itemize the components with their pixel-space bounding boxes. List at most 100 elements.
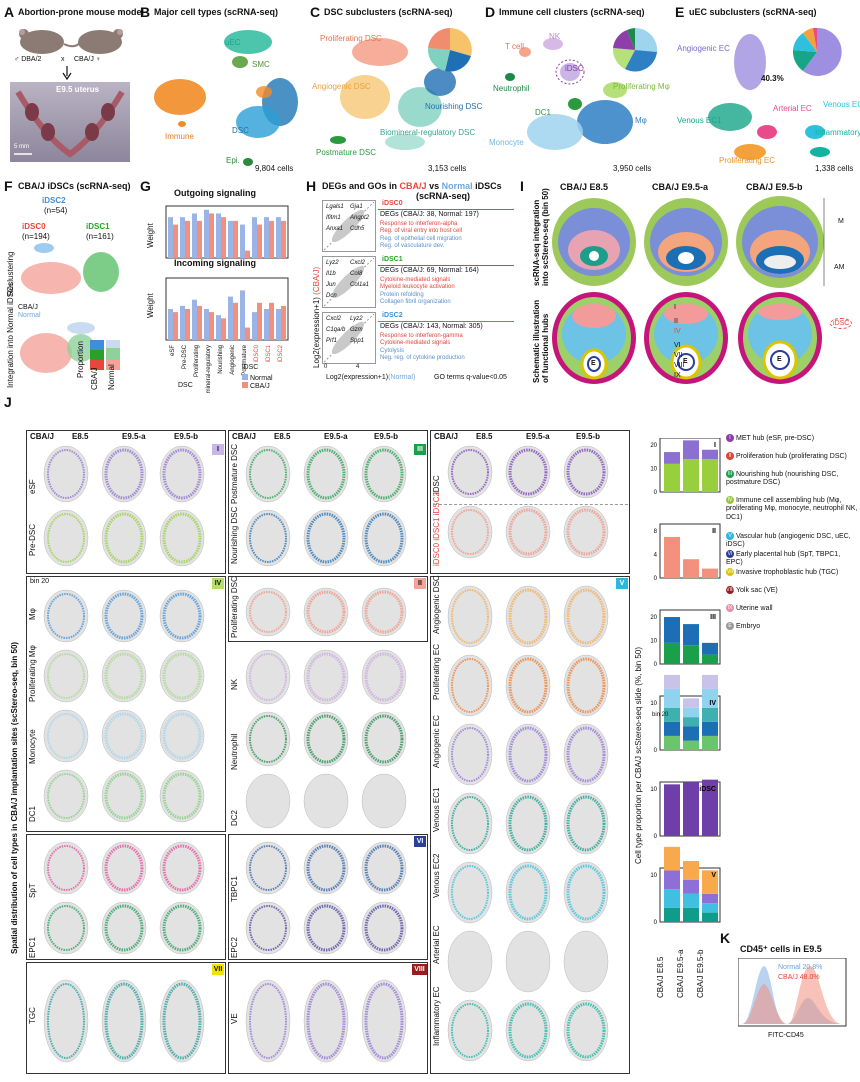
tissue-section — [245, 711, 291, 767]
bar-segment — [664, 870, 680, 890]
bar-segment — [702, 449, 718, 460]
legend-hub-number: I — [726, 434, 734, 442]
panel-j: J Spatial distribution of cell types in … — [4, 394, 858, 1078]
bar-cbaj — [233, 302, 238, 340]
bar-segment — [702, 903, 718, 913]
tissue-section — [303, 901, 349, 955]
col-e95b: CBA/J E9.5-b — [746, 182, 803, 192]
bar-x-e95a: CBA/J E9.5-a — [676, 949, 685, 998]
mf-label: Mφ — [635, 116, 647, 125]
bar-cbaj — [245, 327, 250, 340]
bar-segment — [664, 536, 680, 578]
legend-hub-number: II — [726, 452, 734, 460]
panel-d: D Immune cell clusters (scRNA-seq) NK T … — [485, 4, 670, 174]
bar-segment — [683, 879, 699, 894]
bar-cbaj — [245, 250, 250, 258]
mice-illustration — [19, 29, 123, 54]
row-dc2: DC2 — [230, 809, 239, 826]
hub-iii-frame — [228, 430, 428, 574]
outgoing-title: Outgoing signaling — [174, 188, 256, 198]
bar-tick: 10 — [650, 787, 657, 793]
tissue-section — [159, 445, 205, 503]
legend-text: Proliferation hub (proliferating DSC) — [736, 452, 847, 460]
row-prol-mf: Proliferating Mφ — [28, 645, 37, 702]
col2-header-e85: E8.5 — [274, 432, 291, 441]
col-header-cbaj: CBA/J — [30, 432, 55, 441]
epi-label: Epi. — [226, 156, 240, 165]
umap-plot — [154, 30, 298, 166]
bar-segment — [664, 463, 680, 492]
tissue-section — [447, 792, 493, 855]
deg-count: DEGs (CBA/J: 69, Normal: 164) — [380, 267, 479, 274]
bar-tick: 0 — [654, 920, 658, 926]
title-part2: (scRNA-seq) — [416, 191, 471, 201]
tissue-section — [101, 769, 147, 823]
tissue-section — [361, 711, 407, 767]
tissue-section — [303, 587, 349, 637]
bar-cbaj — [257, 224, 262, 258]
j-ylabel: Spatial distribution of cell types in CB… — [10, 641, 19, 954]
bar-cbaj — [173, 312, 178, 340]
panel-title: Abortion-prone mouse model — [18, 7, 144, 17]
panel-f: F CBA/J iDSCs (scRNA-seq) iDSC2 (n=54) i… — [4, 178, 131, 390]
tissue-section — [563, 445, 609, 499]
bar-segment — [683, 907, 699, 922]
cbaj-pct: CBA/J 48.0% — [778, 974, 820, 981]
bar-cbaj — [269, 220, 274, 258]
bar-segment — [702, 568, 718, 578]
prop-x-normal: Normal — [107, 364, 116, 390]
panel-label: D — [485, 4, 496, 20]
tissue-section — [101, 445, 147, 503]
roman-vi: VI — [674, 342, 681, 349]
legend-entry: IV Immune cell assembling hub (Mφ, prolif… — [726, 496, 858, 522]
col3-header-e95a: E9.5-a — [526, 432, 550, 441]
bar-cbaj — [221, 217, 226, 258]
tissue-section — [159, 979, 205, 1063]
bar-normal — [240, 224, 245, 258]
divider — [434, 504, 628, 505]
panel-label: K — [720, 930, 731, 946]
hub-vi-left-frame — [26, 834, 226, 960]
panel-title: CD45⁺ cells in E9.5 — [740, 944, 822, 954]
col3-header-cbaj: CBA/J — [434, 432, 459, 441]
panel-title: Immune cell clusters (scRNA-seq) — [499, 7, 645, 17]
row-esf: eSF — [28, 479, 37, 494]
deg-block-name: iDSC1 — [382, 256, 403, 263]
bar-normal — [252, 217, 257, 258]
idsc2-label: iDSC2 — [42, 196, 66, 205]
col-e85: CBA/J E8.5 — [560, 182, 609, 192]
bar-segment — [702, 721, 718, 736]
panel-h: H DEGs and GOs in CBA/J vs Normal iDSCs … — [306, 178, 516, 390]
umap-plot — [505, 27, 658, 150]
x-tick-label: Angiogenic — [230, 345, 236, 375]
plot-frame — [165, 277, 289, 341]
integration-umap — [20, 322, 95, 373]
legend-text: Embryo — [736, 622, 761, 630]
tissue-section — [159, 769, 205, 823]
bar-segment — [683, 440, 699, 460]
bar-tick: 0 — [654, 576, 658, 582]
bar-normal — [204, 309, 209, 340]
title-cbaj: CBA/J — [399, 181, 427, 191]
reclustering-umap — [21, 243, 119, 294]
panel-label: I — [520, 178, 524, 194]
plot-frame — [165, 205, 289, 259]
tissue-section — [361, 901, 407, 955]
legend-entry: IX Uterine wall — [726, 604, 858, 613]
embryo-e3: E — [777, 356, 782, 363]
go-term-up: Reg. of viral entry into host cell — [380, 228, 463, 234]
tcell-label: T cell — [505, 42, 524, 51]
legend-entry: VII Invasive trophoblastic hub (TGC) — [726, 568, 858, 577]
bar-normal — [264, 217, 269, 258]
row-ve: VE — [230, 1013, 239, 1024]
row-prol-ec: Proliferating EC — [432, 643, 441, 700]
pie-percent: 40.3% — [761, 74, 784, 83]
row-arterial-ec: Arterial EC — [432, 925, 441, 964]
panel-e: E uEC subclusters (scRNA-seq) Angiogenic… — [675, 4, 860, 174]
tissue-section — [505, 792, 551, 855]
neutrophil-label: Neutrophil — [493, 84, 530, 93]
legend-hub-number: IX — [726, 604, 734, 612]
bar-segment — [683, 645, 699, 664]
panel-title: CBA/J iDSCs (scRNA-seq) — [18, 181, 131, 191]
hub-ii-frame — [228, 576, 428, 642]
